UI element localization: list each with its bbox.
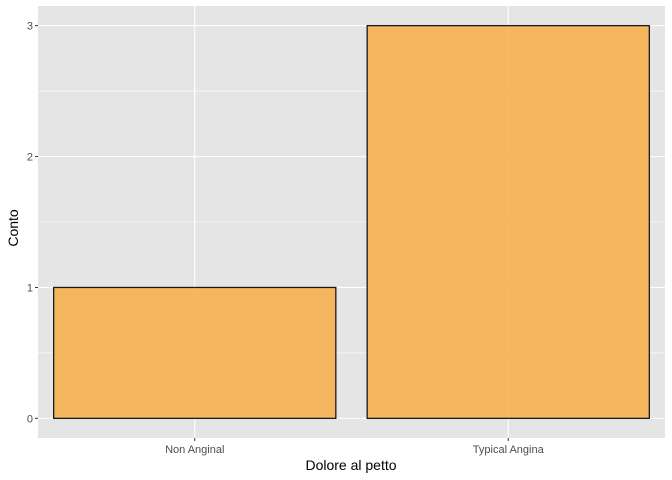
y-tick-label: 3 bbox=[27, 21, 33, 33]
y-tick-label: 1 bbox=[27, 282, 33, 294]
y-axis-ticks: 0 1 2 3 bbox=[27, 21, 38, 425]
x-axis-title: Dolore al petto bbox=[305, 457, 396, 473]
x-axis-ticks: Non Anginal Typical Angina bbox=[165, 438, 545, 456]
y-axis-title: Conto bbox=[5, 209, 21, 247]
y-tick-label: 2 bbox=[27, 152, 33, 164]
bars bbox=[53, 24, 650, 420]
bar-non-anginal bbox=[53, 286, 337, 420]
bar-typical-angina bbox=[366, 24, 650, 420]
y-tick-label: 0 bbox=[27, 413, 33, 425]
x-tick-label: Typical Angina bbox=[473, 444, 545, 456]
x-tick-label: Non Anginal bbox=[165, 444, 224, 456]
